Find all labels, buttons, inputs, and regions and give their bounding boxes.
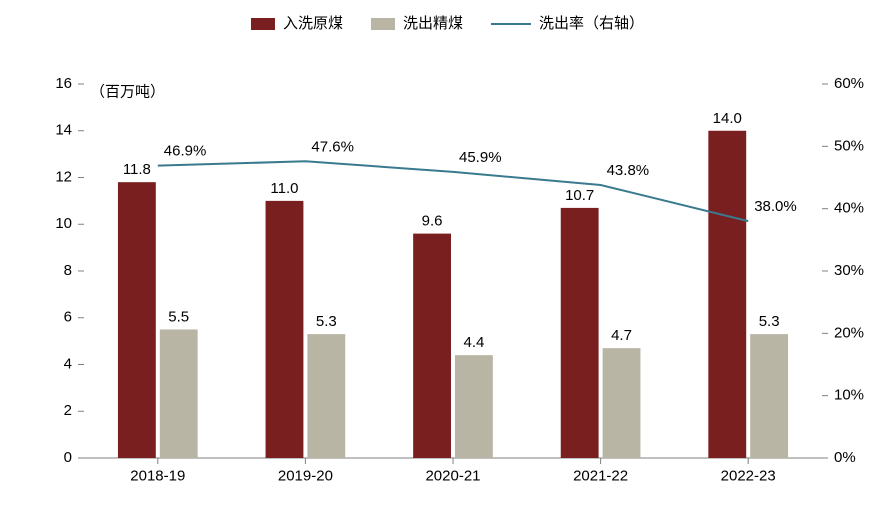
bar-raw-value: 11.8 [123, 161, 151, 178]
bar-raw [708, 131, 746, 458]
left-axis-label: 10 [55, 215, 72, 232]
left-axis-label: 8 [64, 262, 72, 279]
right-axis-label: 0% [834, 449, 856, 466]
bar-raw [266, 201, 304, 458]
bar-raw [413, 234, 451, 458]
category-label: 2020-21 [425, 467, 480, 484]
bar-raw-value: 11.0 [270, 180, 298, 197]
rate-value-label: 38.0% [754, 198, 797, 215]
right-axis-label: 30% [834, 262, 864, 279]
bar-clean [455, 355, 493, 458]
left-axis-label: 6 [64, 309, 72, 326]
bar-clean-value: 4.4 [463, 334, 484, 351]
clean-coal-swatch [371, 18, 395, 30]
category-label: 2018-19 [130, 467, 185, 484]
bar-raw [118, 182, 156, 458]
category-label: 2022-23 [721, 467, 776, 484]
legend-label-clean: 洗出精煤 [403, 15, 463, 32]
bar-raw [561, 208, 599, 458]
bar-clean-value: 5.5 [168, 308, 189, 325]
right-axis-label: 50% [834, 137, 864, 154]
right-axis-label: 60% [834, 75, 864, 92]
bar-clean-value: 5.3 [316, 313, 337, 330]
category-label: 2021-22 [573, 467, 628, 484]
bar-raw-value: 10.7 [565, 187, 594, 204]
bar-raw-value: 9.6 [422, 213, 443, 230]
left-axis-label: 4 [64, 355, 72, 372]
raw-coal-swatch [251, 18, 275, 30]
rate-value-label: 43.8% [607, 162, 650, 179]
rate-value-label: 45.9% [459, 149, 502, 166]
bar-clean-value: 5.3 [759, 313, 780, 330]
chart-container: 入洗原煤 洗出精煤 洗出率（右轴） 0 2 4 6 8 10 12 14 16 0% 10% 20% 30% 4… [0, 0, 895, 518]
legend-label-rate: 洗出率（右轴） [539, 15, 644, 32]
bar-raw-value: 14.0 [713, 110, 742, 127]
rate-value-label: 47.6% [311, 138, 354, 155]
bar-clean [750, 334, 788, 458]
left-axis-label: 12 [55, 168, 72, 185]
left-axis-label: 16 [55, 75, 72, 92]
left-axis-unit: （百万吨） [90, 83, 165, 100]
right-axis-label: 40% [834, 200, 864, 217]
left-axis-label: 2 [64, 402, 72, 419]
left-axis-label: 14 [55, 122, 72, 139]
left-axis-label: 0 [64, 449, 72, 466]
rate-value-label: 46.9% [164, 143, 207, 160]
chart-svg: 入洗原煤 洗出精煤 洗出率（右轴） 0 2 4 6 8 10 12 14 16 0% 10% 20% 30% 4… [0, 0, 895, 518]
category-label: 2019-20 [278, 467, 333, 484]
legend-label-raw: 入洗原煤 [283, 15, 343, 32]
right-axis-label: 10% [834, 387, 864, 404]
bar-clean [160, 329, 198, 458]
right-axis-label: 20% [834, 324, 864, 341]
bar-clean [307, 334, 345, 458]
bar-clean [603, 348, 641, 458]
bar-clean-value: 4.7 [611, 327, 632, 344]
